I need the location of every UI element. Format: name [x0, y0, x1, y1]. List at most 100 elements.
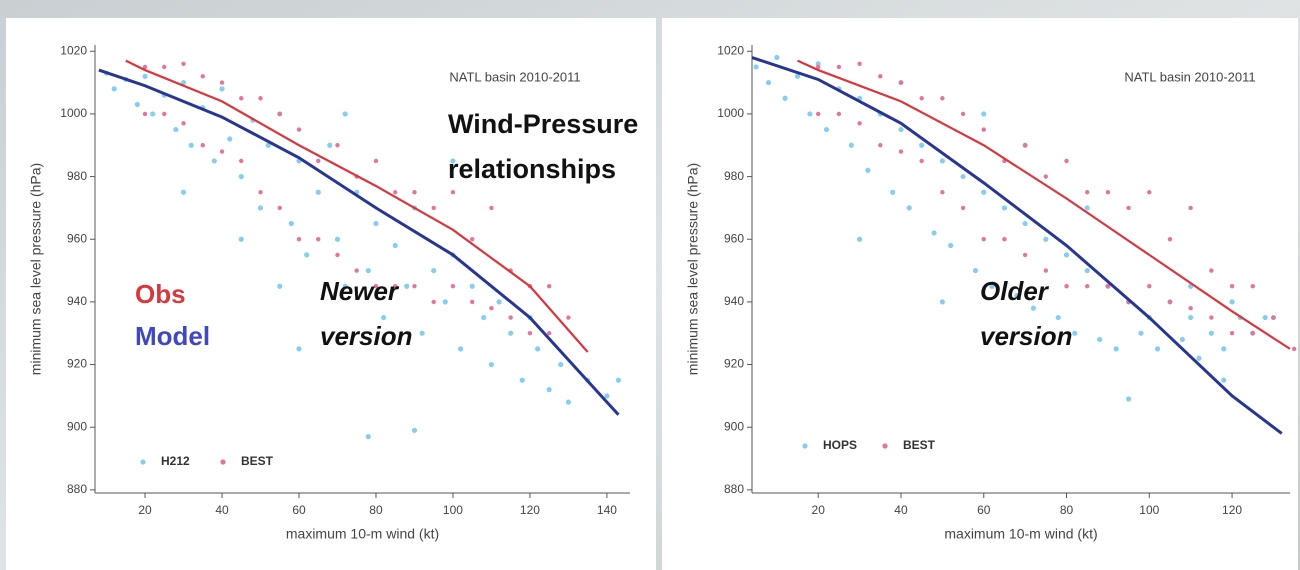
- fit-line: [797, 59, 1291, 350]
- x-tick-label: 40: [894, 503, 908, 517]
- y-tick-label: 940: [724, 294, 744, 308]
- data-point: [1014, 293, 1020, 299]
- data-point: [142, 64, 148, 70]
- data-point: [931, 230, 937, 236]
- data-point: [458, 346, 464, 352]
- data-point: [450, 158, 456, 164]
- data-point: [411, 427, 418, 433]
- annotation: Older: [980, 276, 1050, 306]
- data-point: [142, 73, 148, 79]
- data-point: [615, 377, 622, 383]
- data-point: [211, 158, 217, 164]
- data-point: [836, 64, 842, 70]
- data-point: [316, 158, 321, 164]
- x-tick-label: 120: [1222, 503, 1242, 517]
- data-point: [239, 158, 244, 164]
- data-point: [898, 126, 904, 133]
- data-point: [1291, 346, 1297, 352]
- right-panel: [662, 18, 1298, 570]
- data-point: [162, 111, 167, 117]
- data-point: [393, 284, 398, 289]
- legend-marker: [220, 459, 226, 465]
- data-point: [335, 143, 340, 148]
- legend-label: BEST: [241, 454, 274, 468]
- data-point: [200, 143, 205, 148]
- x-tick-label: 60: [977, 503, 991, 517]
- x-tick-label: 40: [215, 503, 229, 517]
- data-point: [981, 127, 986, 132]
- data-point: [948, 242, 954, 249]
- data-point: [960, 111, 966, 117]
- data-point: [1250, 331, 1255, 336]
- data-point: [558, 361, 564, 368]
- x-tick-label: 60: [292, 503, 306, 517]
- x-tick-label: 120: [520, 503, 540, 517]
- data-point: [566, 315, 571, 320]
- data-point: [238, 236, 244, 242]
- data-point: [188, 142, 194, 148]
- data-point: [960, 205, 966, 211]
- data-point: [1126, 205, 1131, 211]
- data-point: [1084, 267, 1090, 274]
- data-point: [1064, 158, 1069, 164]
- data-point: [940, 190, 945, 195]
- data-point: [181, 61, 186, 66]
- data-point: [1043, 268, 1049, 273]
- data-point: [392, 242, 398, 249]
- data-point: [288, 220, 294, 227]
- data-point: [365, 434, 371, 440]
- legend-label: HOPS: [823, 438, 857, 452]
- data-point: [782, 95, 788, 101]
- y-tick-label: 960: [724, 231, 744, 245]
- y-tick-label: 980: [724, 169, 744, 183]
- data-point: [180, 79, 187, 86]
- data-point: [365, 267, 371, 274]
- data-point: [898, 80, 904, 85]
- annotation: version: [320, 321, 413, 351]
- data-point: [489, 305, 494, 311]
- data-point: [906, 205, 912, 211]
- data-point: [1022, 220, 1028, 227]
- data-point: [857, 61, 862, 66]
- data-point: [304, 252, 310, 258]
- data-point: [373, 284, 379, 289]
- y-tick-label: 880: [724, 482, 744, 496]
- data-point: [296, 237, 302, 242]
- data-point: [919, 158, 924, 164]
- x-tick-label: 100: [1139, 503, 1159, 517]
- data-point: [150, 111, 156, 117]
- y-tick-label: 940: [67, 294, 87, 308]
- data-point: [111, 86, 117, 92]
- data-point: [181, 121, 186, 126]
- data-point: [1167, 299, 1173, 305]
- x-tick-label: 80: [369, 503, 383, 517]
- data-point: [815, 61, 821, 67]
- data-point: [1022, 252, 1028, 258]
- data-point: [519, 377, 525, 383]
- data-point: [1105, 284, 1111, 289]
- y-axis-label: minimum sea level pressure (hPa): [685, 163, 701, 375]
- y-tick-label: 1020: [717, 43, 744, 57]
- data-point: [354, 268, 359, 273]
- y-tick-label: 880: [67, 482, 87, 496]
- legend-marker: [140, 459, 146, 465]
- data-point: [315, 189, 321, 195]
- data-point: [1055, 314, 1061, 321]
- data-point: [823, 126, 830, 133]
- data-point: [1188, 314, 1194, 321]
- chart-title: NATL basin 2010-2011: [449, 69, 580, 84]
- data-point: [431, 267, 437, 274]
- data-point: [981, 237, 986, 242]
- fit-line: [751, 56, 1283, 435]
- data-point: [142, 111, 148, 117]
- data-point: [1085, 284, 1090, 289]
- data-point: [1084, 205, 1090, 211]
- data-point: [546, 331, 552, 336]
- data-point: [939, 299, 945, 305]
- data-point: [1113, 346, 1119, 352]
- data-point: [1221, 377, 1227, 383]
- data-point: [1043, 236, 1049, 242]
- data-point: [431, 205, 436, 211]
- data-point: [981, 111, 987, 117]
- data-point: [342, 111, 348, 117]
